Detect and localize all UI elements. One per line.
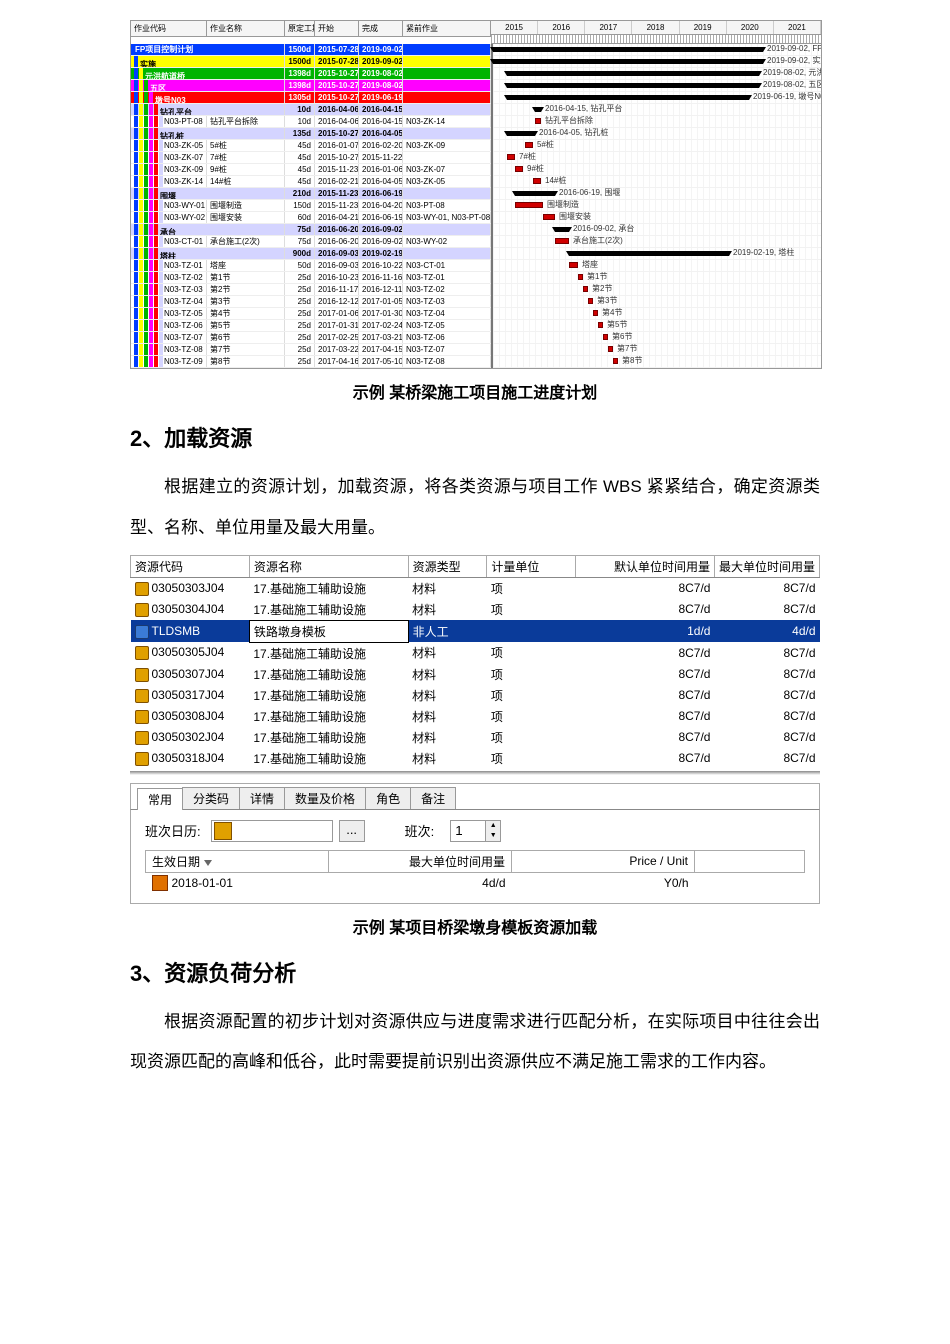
res-col-name[interactable]: 资源名称 (249, 555, 408, 577)
gantt-col-dur[interactable]: 原定工期 (285, 21, 315, 36)
shift-label: 班次: (405, 821, 435, 840)
sub-col-date[interactable]: 生效日期 (146, 850, 329, 872)
gantt-col-name[interactable]: 作业名称 (207, 21, 285, 36)
gantt-timeline-years: 2015201620172018201920202021 (491, 21, 821, 35)
table-row[interactable]: N03-ZK-1414#桩45d2016-02-212016-04-05N03-… (131, 176, 491, 188)
table-row[interactable]: 承台75d2016-06-202016-09-02 (131, 224, 491, 236)
shift-input[interactable] (450, 820, 486, 842)
sub-date-value: 2018-01-01 (172, 876, 233, 890)
table-row[interactable]: N03-ZK-055#桩45d2016-01-072016-02-20N03-Z… (131, 140, 491, 152)
table-row[interactable]: N03-TZ-08第7节25d2017-03-222017-04-15N03-T… (131, 344, 491, 356)
res-col-type[interactable]: 资源类型 (408, 555, 487, 577)
table-row[interactable]: N03-WY-02围堰安装60d2016-04-212016-06-19N03-… (131, 212, 491, 224)
table-row[interactable]: N03-ZK-099#桩45d2015-11-232016-01-06N03-Z… (131, 164, 491, 176)
form-panel: 班次日历: ... 班次: ▲▼ 生效日期 最大单位时间用量 Price / U… (130, 810, 820, 904)
resource-icon (135, 625, 149, 639)
tab-3[interactable]: 数量及价格 (284, 787, 366, 809)
table-row[interactable]: N03-WY-01围堰制造150d2015-11-232016-04-20N03… (131, 200, 491, 212)
res-col-def[interactable]: 默认单位时间用量 (576, 555, 715, 577)
sort-icon (204, 860, 212, 866)
table-row[interactable]: 03050317J0417.基础施工辅助设施材料项8C7/d8C7/d (131, 685, 820, 706)
resource-icon (135, 668, 149, 682)
table-row[interactable]: 五区1398d2015-10-272019-08-02 (131, 80, 491, 92)
chevron-down-icon[interactable]: ▼ (486, 831, 500, 841)
chevron-up-icon[interactable]: ▲ (486, 821, 500, 831)
table-row[interactable]: FP项目控制计划1500d2015-07-282019-09-02 (131, 44, 491, 56)
table-row[interactable]: 钻孔桩135d2015-10-272016-04-05 (131, 128, 491, 140)
gantt-col-start[interactable]: 开始 (315, 21, 359, 36)
res-col-code[interactable]: 资源代码 (131, 555, 250, 577)
table-row[interactable]: N03-TZ-02第1节25d2016-10-232016-11-16N03-T… (131, 272, 491, 284)
table-row[interactable]: N03-TZ-06第5节25d2017-01-312017-02-24N03-T… (131, 320, 491, 332)
table-row[interactable]: 墩号N031305d2015-10-272019-06-19 (131, 92, 491, 104)
heading-load-resource: 2、加载资源 (130, 421, 820, 453)
resource-icon (135, 646, 149, 660)
table-row[interactable]: 03050308J0417.基础施工辅助设施材料项8C7/d8C7/d (131, 706, 820, 727)
table-row[interactable]: 围堰210d2015-11-232016-06-19 (131, 188, 491, 200)
tab-5[interactable]: 备注 (410, 787, 456, 809)
resource-icon (135, 731, 149, 745)
effective-date-table: 生效日期 最大单位时间用量 Price / Unit 2018-01-01 4d… (145, 850, 805, 893)
sub-price-value: Y0/h (512, 872, 695, 893)
row-icon (152, 875, 168, 891)
caption-resource: 示例 某项目桥梁墩身模板资源加载 (130, 914, 820, 938)
tab-strip: 常用分类码详情数量及价格角色备注 (130, 783, 820, 810)
sub-max-value: 4d/d (329, 872, 512, 893)
sub-col-blank (695, 850, 805, 872)
table-row[interactable]: N03-ZK-077#桩45d2015-10-272015-11-22 (131, 152, 491, 164)
res-col-unit[interactable]: 计量单位 (487, 555, 576, 577)
caption-gantt: 示例 某桥梁施工项目施工进度计划 (130, 379, 820, 403)
table-row[interactable]: 元洪航道桥1398d2015-10-272019-08-02 (131, 68, 491, 80)
paragraph-sec2: 根据建立的资源计划，加载资源，将各类资源与项目工作 WBS 紧紧结合，确定资源类… (130, 467, 820, 549)
table-row[interactable]: N03-TZ-04第3节25d2016-12-122017-01-05N03-T… (131, 296, 491, 308)
gantt-col-end[interactable]: 完成 (359, 21, 403, 36)
calendar-icon (214, 822, 232, 840)
sub-col-price[interactable]: Price / Unit (512, 850, 695, 872)
calendar-label: 班次日历: (145, 821, 201, 840)
paragraph-sec3: 根据资源配置的初步计划对资源供应与进度需求进行匹配分析，在实际项目中往往会出现资… (130, 1002, 820, 1084)
tab-2[interactable]: 详情 (239, 787, 285, 809)
table-row[interactable]: 实施1500d2015-07-282019-09-02 (131, 56, 491, 68)
table-row[interactable]: N03-TZ-01塔座50d2016-09-032016-10-22N03-CT… (131, 260, 491, 272)
table-row[interactable]: N03-PT-08钻孔平台拆除10d2016-04-062016-04-15N0… (131, 116, 491, 128)
table-row[interactable]: 03050305J0417.基础施工辅助设施材料项8C7/d8C7/d (131, 642, 820, 664)
gantt-col-code[interactable]: 作业代码 (131, 21, 207, 36)
calendar-input[interactable] (211, 820, 333, 842)
table-row[interactable]: N03-CT-01承台施工(2次)75d2016-06-202016-09-02… (131, 236, 491, 248)
gantt-col-pred[interactable]: 紧前作业 (403, 21, 491, 36)
table-row[interactable]: 钻孔平台10d2016-04-062016-04-15 (131, 104, 491, 116)
table-row[interactable]: 03050302J0417.基础施工辅助设施材料项8C7/d8C7/d (131, 727, 820, 748)
table-row[interactable]: 03050307J0417.基础施工辅助设施材料项8C7/d8C7/d (131, 664, 820, 685)
tab-1[interactable]: 分类码 (182, 787, 240, 809)
gantt-chart: 作业代码 作业名称 原定工期 开始 完成 紧前作业 20152016201720… (130, 20, 822, 369)
table-row[interactable]: 03050303J0417.基础施工辅助设施材料项8C7/d8C7/d (131, 577, 820, 599)
table-row[interactable]: 2018-01-01 4d/d Y0/h (146, 872, 805, 893)
table-row[interactable]: N03-TZ-09第8节25d2017-04-162017-05-10N03-T… (131, 356, 491, 368)
resource-table: 资源代码 资源名称 资源类型 计量单位 默认单位时间用量 最大单位时间用量 03… (130, 555, 820, 769)
tab-4[interactable]: 角色 (365, 787, 411, 809)
table-row[interactable]: 03050304J0417.基础施工辅助设施材料项8C7/d8C7/d (131, 599, 820, 621)
table-row[interactable]: N03-TZ-03第2节25d2016-11-172016-12-11N03-T… (131, 284, 491, 296)
table-row[interactable]: 塔柱900d2016-09-032019-02-19 (131, 248, 491, 260)
table-row[interactable]: 03050318J0417.基础施工辅助设施材料项8C7/d8C7/d (131, 748, 820, 769)
resource-icon (135, 752, 149, 766)
resource-icon (135, 603, 149, 617)
res-col-max[interactable]: 最大单位时间用量 (714, 555, 819, 577)
resource-icon (135, 689, 149, 703)
table-row[interactable]: N03-TZ-07第6节25d2017-02-252017-03-21N03-T… (131, 332, 491, 344)
tab-0[interactable]: 常用 (137, 788, 183, 810)
shift-spinner[interactable]: ▲▼ (450, 820, 501, 842)
resource-icon (135, 582, 149, 596)
table-row[interactable]: TLDSMB铁路墩身模板非人工1d/d4d/d (131, 620, 820, 642)
calendar-browse-button[interactable]: ... (339, 820, 365, 842)
table-row[interactable]: N03-TZ-05第4节25d2017-01-062017-01-30N03-T… (131, 308, 491, 320)
sub-col-max[interactable]: 最大单位时间用量 (329, 850, 512, 872)
heading-resource-analysis: 3、资源负荷分析 (130, 956, 820, 988)
resource-icon (135, 710, 149, 724)
